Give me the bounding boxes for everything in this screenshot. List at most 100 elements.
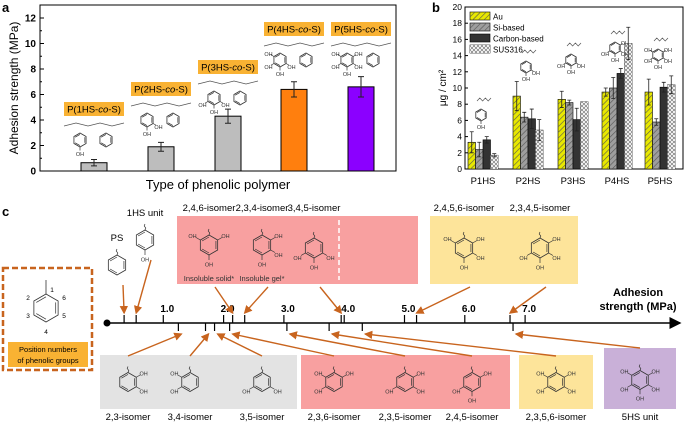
double-bond: [521, 61, 527, 65]
oh-label: OH: [354, 65, 362, 71]
oh-label: OH: [274, 390, 282, 396]
double-bond: [398, 385, 406, 390]
polymer-label: P(5HS-co-S): [334, 25, 388, 36]
axis-title-line2: strength (MPa): [600, 301, 677, 313]
wavy-bond: [188, 366, 192, 373]
structure-2,4,5,6-isomer: OH OH OH OH: [443, 231, 485, 272]
legend-swatch-pattern: [470, 23, 490, 31]
arrow-2,3,6-isomer: [231, 331, 335, 357]
oh-label: OH: [293, 256, 301, 262]
error-bar: [618, 68, 623, 79]
label-part: P(5HS-: [334, 25, 365, 36]
axis-tick-label: 6.0: [462, 304, 476, 315]
bond: [472, 240, 478, 244]
oh-label: OH: [601, 52, 609, 58]
styrene-structure: [366, 52, 380, 68]
numbered-benzene: [33, 293, 59, 323]
double-bond: [566, 54, 572, 58]
bond: [204, 101, 209, 104]
oh-label: OH: [652, 369, 660, 375]
double-bond: [121, 374, 129, 379]
axis-tick-label: 1.0: [160, 304, 174, 315]
benzene-ring: [33, 293, 59, 323]
error-bar: [574, 107, 579, 132]
oh-label: OH: [636, 397, 644, 403]
oh-label: OH: [443, 237, 451, 243]
error-bar: [567, 99, 572, 106]
double-bond: [167, 122, 174, 126]
benzene-ring: [652, 48, 664, 62]
double-bond: [633, 372, 641, 377]
structure-3,4-isomer: OH OH: [170, 366, 199, 396]
oh-label: OH: [154, 125, 162, 131]
note-2,3,4-isomer: Insoluble gel*: [239, 274, 284, 283]
structure-3,4,5-isomer: OH OH OH: [293, 231, 335, 272]
y-tick-label: 8: [457, 99, 462, 109]
polymer-backbone: [566, 42, 582, 47]
bond: [177, 386, 182, 390]
oh-label: OH: [314, 390, 322, 396]
wavy-bond: [554, 366, 558, 373]
polymer-label-box: [331, 22, 391, 36]
bar-pattern: [520, 117, 528, 169]
bond: [270, 386, 275, 390]
y-axis-label: μg / cm²: [438, 69, 449, 106]
structure-2,3,4,5-isomer: OH OH OH OH: [519, 231, 561, 272]
benzene-ring: [565, 53, 577, 67]
bond: [195, 237, 201, 241]
y-tick-label: 16: [453, 34, 463, 44]
structure-2,4,6-isomer: OH OH OH: [188, 228, 230, 269]
tetra-isomer-box-bottom: [519, 355, 593, 409]
double-bond: [109, 256, 118, 262]
error-bar: [646, 78, 651, 106]
label-part: -S): [308, 25, 321, 36]
oh-label: OH: [652, 388, 660, 394]
bar-pattern: [602, 92, 610, 169]
y-axis-label: Adhesion strength (MPa): [7, 22, 21, 155]
error-bar: [225, 108, 231, 124]
panel-a-chart: 0 2 4 6 8 10 12 Adhesion strength (MPa) Type of …: [7, 4, 397, 192]
double-bond: [398, 374, 406, 379]
wavy-bond: [332, 366, 336, 373]
double-bond: [137, 231, 146, 237]
oh-label: OH: [188, 234, 196, 240]
bar-pattern: [558, 99, 566, 169]
label-2,3,5-isomer: 2,3,5-isomer: [379, 412, 432, 423]
oh-label: OH: [354, 52, 362, 58]
bond: [531, 69, 534, 72]
label-part: -S): [108, 105, 121, 116]
oh-label: OH: [568, 390, 576, 396]
axis-title-line1: Adhesion: [613, 287, 663, 299]
bond: [663, 57, 666, 60]
structure-PS: [107, 248, 127, 276]
position-number: 1: [50, 287, 54, 294]
wavy-bond: [143, 223, 147, 231]
position-label-box: [8, 342, 88, 367]
x-tick-label: P2HS: [516, 176, 541, 187]
polymer-backbone: [521, 49, 537, 54]
label-2,4,5,6-isomer: 2,4,5,6-isomer: [434, 203, 495, 214]
bond: [270, 249, 276, 253]
bond: [543, 386, 548, 390]
tri-isomer-box-bottom: [301, 355, 510, 409]
bond: [576, 62, 579, 65]
penta-isomer-box: [604, 348, 676, 409]
error-bar: [469, 131, 474, 154]
double-bond: [327, 374, 335, 379]
double-bond: [208, 100, 215, 104]
bond: [342, 374, 347, 378]
arrow-3,4-isomer: [189, 332, 210, 357]
y-tick-label: 4: [30, 116, 36, 127]
bond: [392, 386, 397, 390]
wavy-bond: [312, 231, 316, 239]
bar-pattern: [609, 88, 617, 169]
double-bond: [327, 385, 335, 390]
double-bond: [456, 251, 465, 257]
bond: [321, 374, 326, 378]
benzene-ring: [366, 52, 380, 68]
axis-tick-label: 7.0: [522, 304, 536, 315]
